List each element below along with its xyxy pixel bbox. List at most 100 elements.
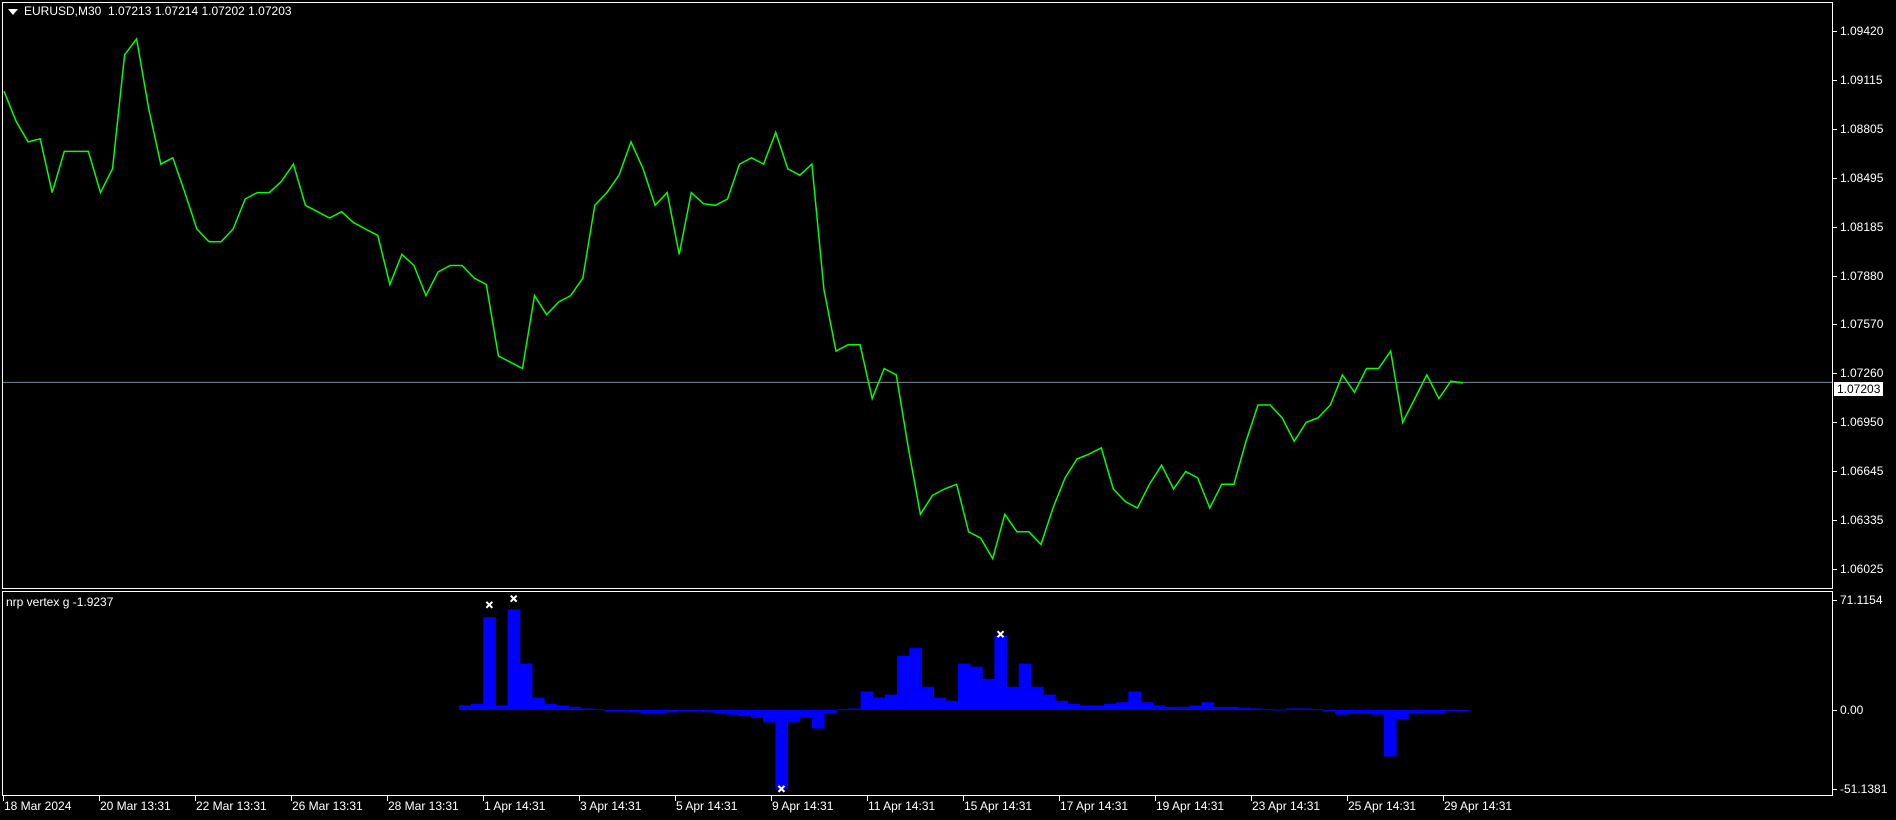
indicator-tick-label: 0.00	[1840, 703, 1864, 717]
price-tick-label: 1.08495	[1840, 170, 1884, 185]
histogram-bar	[811, 710, 825, 729]
price-tick-label: 1.06645	[1840, 464, 1884, 479]
histogram-bar	[653, 710, 667, 714]
time-tick	[195, 796, 196, 801]
histogram-bar	[702, 710, 715, 713]
indicator-tick-label: -51.1381	[1840, 782, 1888, 796]
histogram-bar	[1310, 709, 1324, 711]
histogram-bar	[471, 703, 484, 710]
histogram-bar	[1006, 686, 1020, 710]
histogram-bar	[921, 686, 935, 710]
histogram-bar	[1444, 710, 1458, 712]
price-tick	[1833, 31, 1837, 32]
price-tick	[1833, 520, 1837, 522]
chart-header: EURUSD,M30 1.07213 1.07214 1.07202 1.072…	[8, 4, 292, 18]
histogram-bar	[1420, 710, 1434, 714]
price-chart-panel[interactable]	[2, 2, 1833, 589]
time-tick-label: 20 Mar 13:31	[100, 799, 171, 813]
histogram-bar	[641, 710, 655, 714]
histogram-bar	[860, 691, 874, 710]
price-tick-label: 1.08805	[1840, 121, 1884, 136]
histogram-bar	[1274, 709, 1288, 711]
dropdown-triangle-icon[interactable]	[8, 8, 18, 15]
histogram-bar	[884, 694, 898, 710]
histogram-bar	[957, 663, 971, 710]
histogram-bar	[1067, 703, 1081, 710]
histogram-bar	[556, 705, 569, 710]
histogram-bar	[1103, 703, 1117, 710]
histogram-bar	[1262, 709, 1275, 711]
price-tick-label: 1.07260	[1840, 366, 1884, 381]
price-tick	[1833, 275, 1837, 277]
histogram-bar	[665, 710, 679, 713]
histogram-bar	[592, 709, 606, 711]
time-tick	[1251, 796, 1252, 801]
time-tick	[1059, 796, 1060, 801]
indicator-markers	[485, 594, 1005, 793]
price-tick-label: 1.09420	[1840, 24, 1884, 38]
time-tick	[483, 796, 484, 801]
histogram-bar	[982, 679, 995, 710]
time-tick	[3, 796, 4, 801]
histogram-bar	[1335, 710, 1348, 715]
indicator-tick-label: 71.1154	[1840, 593, 1883, 607]
histogram-bar	[495, 705, 509, 710]
time-tick	[579, 796, 580, 801]
price-tick-label: 1.07570	[1840, 317, 1884, 332]
time-tick-label: 29 Apr 14:31	[1444, 799, 1513, 813]
histogram-bar	[909, 648, 922, 710]
time-tick-label: 11 Apr 14:31	[868, 799, 936, 813]
price-tick-label: 1.06025	[1840, 562, 1884, 576]
time-tick-label: 3 Apr 14:31	[580, 799, 642, 813]
histogram-bar	[872, 697, 886, 710]
histogram-bar	[1055, 700, 1068, 710]
histogram-bar	[1164, 706, 1178, 710]
histogram-bar	[1298, 708, 1312, 710]
time-tick	[867, 796, 868, 801]
price-tick	[1833, 128, 1837, 130]
time-tick	[963, 796, 964, 801]
histogram-bar	[1347, 710, 1361, 714]
histogram-bar	[897, 655, 910, 710]
price-tick	[1833, 569, 1837, 570]
time-tick	[675, 796, 676, 801]
time-tick-label: 22 Mar 13:31	[196, 799, 267, 813]
histogram-bar	[763, 710, 776, 723]
price-tick	[1833, 324, 1837, 326]
time-tick	[771, 796, 772, 801]
histogram-bar	[458, 705, 472, 710]
histogram-bar	[1140, 702, 1154, 710]
ohlc-values: 1.07213 1.07214 1.07202 1.07203	[108, 4, 292, 18]
histogram-bar	[970, 666, 983, 710]
histogram-bar	[787, 710, 801, 723]
histogram-bar	[738, 710, 752, 717]
price-tick-label: 1.06335	[1840, 513, 1884, 528]
histogram-bar	[751, 710, 764, 718]
time-tick-label: 17 Apr 14:31	[1060, 799, 1129, 813]
histogram-bar	[1456, 710, 1470, 712]
histogram-bar	[1359, 710, 1373, 714]
time-tick	[291, 796, 292, 801]
signal-x-marker-icon	[996, 630, 1005, 638]
histogram-bar	[1213, 706, 1227, 710]
histogram-bar	[945, 700, 959, 710]
histogram-bar	[1030, 686, 1044, 710]
signal-x-marker-icon	[777, 785, 786, 793]
time-tick	[1347, 796, 1348, 801]
time-tick-label: 26 Mar 13:31	[292, 799, 363, 813]
time-tick-label: 1 Apr 14:31	[484, 799, 546, 813]
indicator-tick	[1833, 789, 1837, 790]
histogram-bar	[1152, 705, 1166, 710]
time-tick-label: 28 Mar 13:31	[388, 799, 459, 813]
price-tick-label: 1.08185	[1840, 219, 1884, 234]
histogram-bar	[1201, 702, 1214, 710]
histogram-bar	[1043, 694, 1056, 710]
indicator-histogram	[458, 609, 1470, 789]
price-line	[3, 37, 1464, 561]
histogram-bar	[933, 697, 947, 710]
indicator-panel[interactable]	[2, 591, 1833, 796]
histogram-bar	[1116, 702, 1129, 710]
time-tick-label: 9 Apr 14:31	[772, 799, 834, 813]
price-tick	[1833, 471, 1837, 473]
